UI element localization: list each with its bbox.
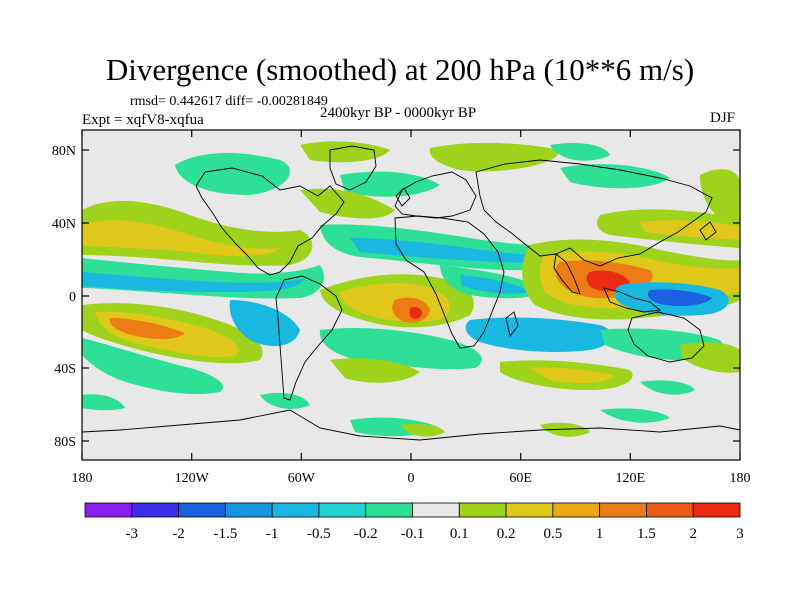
colorbar-label: 1 xyxy=(596,526,604,542)
coastline-maritime-continent xyxy=(603,287,662,313)
colorbar-label: -0.1 xyxy=(401,526,425,542)
colorbar-label: -1.5 xyxy=(213,526,237,542)
field-region xyxy=(330,358,420,383)
colorbar-swatch xyxy=(178,502,226,518)
colorbar-swatch xyxy=(318,502,367,518)
field-region xyxy=(109,318,185,340)
lat-label: 40S xyxy=(54,362,76,377)
field-region xyxy=(550,143,610,161)
map-field xyxy=(82,130,740,460)
lat-label: 0 xyxy=(69,290,76,305)
field-region xyxy=(640,220,740,240)
coastlines xyxy=(82,145,740,441)
colorbar: -3 -2 -1.5 -1 -0.5 -0.2 -0.1 0.1 0.2 0.5 1 1.5 2 3 xyxy=(84,502,744,542)
lon-label: 120E xyxy=(616,471,646,486)
colorbar-swatch xyxy=(84,502,133,518)
field-region xyxy=(82,394,125,411)
colorbar-label: 2 xyxy=(689,526,697,542)
colorbar-label: -1 xyxy=(266,526,279,542)
colorbar-label: 1.5 xyxy=(637,526,656,542)
latitude-axis: 80N 40N 0 40S 80S xyxy=(52,144,740,450)
experiment-label: Expt = xqfV8-xqfua xyxy=(82,112,204,128)
colorbar-swatch xyxy=(599,502,647,518)
colorbar-swatch xyxy=(692,502,741,518)
colorbar-swatch xyxy=(552,502,601,518)
field-region xyxy=(400,423,445,437)
field-region xyxy=(640,380,695,395)
colorbar-label: -0.5 xyxy=(307,526,331,542)
coastline-asia xyxy=(475,159,713,267)
plot-title: Divergence (smoothed) at 200 hPa (10**6 … xyxy=(105,52,695,87)
lon-label: 60W xyxy=(288,471,316,486)
coastline-south-america xyxy=(275,275,343,401)
coastline-north-america xyxy=(195,167,345,276)
coastline-japan xyxy=(699,221,717,241)
field-region xyxy=(260,393,310,409)
field-region xyxy=(465,317,613,353)
lon-label: 180 xyxy=(730,471,751,486)
field-region xyxy=(300,188,395,219)
field-region xyxy=(82,220,280,257)
colorbar-label: 3 xyxy=(736,526,744,542)
lat-label: 80N xyxy=(52,144,76,159)
coastline-india xyxy=(553,253,581,295)
coastline-australia xyxy=(627,311,705,363)
field-region xyxy=(350,238,575,263)
field-region xyxy=(560,164,670,189)
lon-label: 120W xyxy=(175,471,210,486)
colorbar-swatch xyxy=(646,502,694,518)
lon-label: 180 xyxy=(72,471,93,486)
lon-label: 60E xyxy=(509,471,532,486)
field-region xyxy=(175,153,290,195)
coastline-uk xyxy=(395,187,411,207)
coastline-antarctica xyxy=(82,409,740,441)
time-period-label: 2400kyr BP - 0000kyr BP xyxy=(320,105,477,121)
colorbar-swatch xyxy=(224,502,273,518)
field-region xyxy=(300,141,390,163)
colorbar-swatch xyxy=(365,502,413,518)
field-region xyxy=(82,338,224,395)
field-region xyxy=(410,306,422,319)
field-region xyxy=(647,289,712,306)
colorbar-label: -2 xyxy=(172,526,185,542)
longitude-axis: 180 120W 60W 0 60E 120E 180 xyxy=(72,130,751,486)
rmsd-diff-stats: rmsd= 0.442617 diff= -0.00281849 xyxy=(130,94,328,109)
colorbar-label: 0.2 xyxy=(497,526,516,542)
season-label: DJF xyxy=(710,110,736,126)
colorbar-swatch xyxy=(131,502,179,518)
field-region xyxy=(460,275,530,294)
coastline-greenland xyxy=(329,145,377,191)
colorbar-label: 0.5 xyxy=(543,526,562,542)
colorbar-swatch xyxy=(412,502,460,518)
colorbar-label: -0.2 xyxy=(354,526,378,542)
colorbar-swatch xyxy=(458,502,507,518)
field-region xyxy=(540,422,590,437)
lat-label: 40N xyxy=(52,217,76,232)
colorbar-label: -3 xyxy=(126,526,139,542)
field-region xyxy=(340,171,440,197)
field-region xyxy=(82,272,305,292)
field-region xyxy=(700,169,740,225)
coastline-africa xyxy=(394,215,505,349)
field-region xyxy=(600,408,670,423)
field-region xyxy=(680,342,740,373)
colorbar-swatch xyxy=(505,502,554,518)
lat-label: 80S xyxy=(54,435,76,450)
field-region xyxy=(229,300,300,346)
field-region xyxy=(429,142,560,172)
coastline-madagascar xyxy=(505,311,519,338)
colorbar-label: 0.1 xyxy=(450,526,469,542)
colorbar-swatch xyxy=(271,502,320,518)
field-region xyxy=(530,367,615,384)
lon-label: 0 xyxy=(408,471,415,486)
